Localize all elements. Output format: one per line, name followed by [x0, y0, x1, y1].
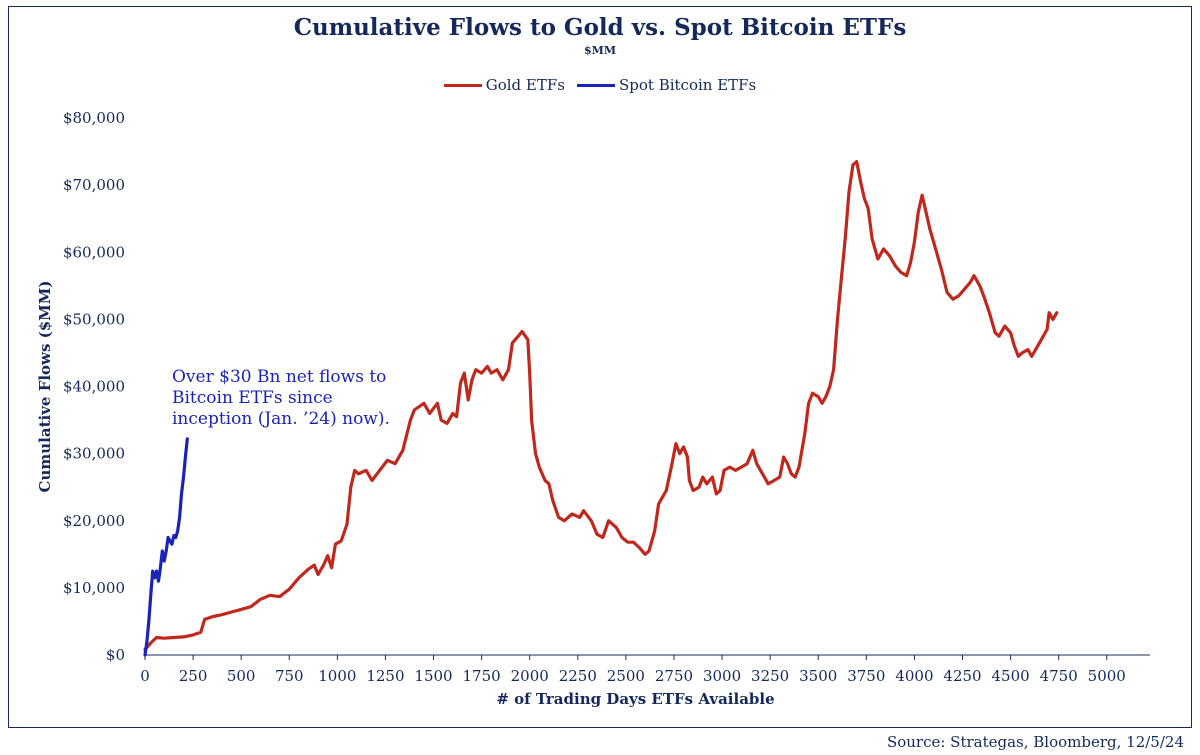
x-tick-label: 1250	[366, 667, 404, 685]
annotation-line: inception (Jan. ’24) now).	[172, 409, 390, 429]
y-tick-label: $40,000	[63, 378, 125, 396]
legend: Gold ETFs Spot Bitcoin ETFs	[0, 76, 1200, 94]
x-tick-label: 4750	[1040, 667, 1078, 685]
y-axis-ticks: $0 $10,000 $20,000 $30,000 $40,000 $50,000 $60…	[63, 109, 125, 664]
y-axis-label: Cumulative Flows ($MM)	[36, 281, 54, 493]
x-tick-label: 4000	[895, 667, 933, 685]
x-tick-label: 4500	[991, 667, 1029, 685]
source-note: Source: Strategas, Bloomberg, 12/5/24	[886, 733, 1184, 751]
legend-label-bitcoin: Spot Bitcoin ETFs	[618, 76, 757, 94]
legend-swatch-bitcoin	[576, 83, 615, 87]
y-tick-label: $60,000	[63, 243, 125, 261]
chart-frame	[8, 6, 1192, 728]
y-tick-label: $20,000	[63, 512, 125, 530]
x-tick-label: 1000	[318, 667, 356, 685]
x-tick-label: 3250	[751, 667, 789, 685]
annotation-line: Bitcoin ETFs since	[172, 388, 333, 408]
chart-subtitle: $MM	[583, 44, 616, 57]
x-tick-label: 750	[275, 667, 304, 685]
x-tick-label: 1750	[463, 667, 501, 685]
y-tick-label: $70,000	[63, 176, 125, 194]
chart-title: Cumulative Flows to Gold vs. Spot Bitcoi…	[293, 14, 907, 41]
x-tick-label: 0	[140, 667, 150, 685]
x-tick-label: 5000	[1088, 667, 1126, 685]
annotation-line: Over $30 Bn net flows to	[172, 367, 386, 387]
x-tick-label: 2500	[607, 667, 645, 685]
legend-item-gold: Gold ETFs	[443, 76, 565, 94]
x-tick-label: 250	[179, 667, 208, 685]
legend-label-gold: Gold ETFs	[485, 76, 565, 94]
series-layer	[143, 160, 1059, 657]
series-line-bitcoin	[143, 437, 189, 657]
x-tick-label: 2000	[511, 667, 549, 685]
x-tick-label: 1500	[414, 667, 452, 685]
x-axis-label: # of Trading Days ETFs Available	[496, 690, 774, 708]
y-tick-label: $80,000	[63, 109, 125, 127]
x-tick-label: 3750	[847, 667, 885, 685]
y-tick-label: $10,000	[63, 579, 125, 597]
x-axis-ticks: 0 250 500 750 1000 1250 1500 1750 2000 2250 2500 27…	[140, 655, 1126, 685]
x-tick-label: 2750	[655, 667, 693, 685]
y-tick-label: $0	[106, 646, 125, 664]
legend-item-bitcoin: Spot Bitcoin ETFs	[576, 76, 757, 94]
x-tick-label: 2250	[559, 667, 597, 685]
y-tick-label: $30,000	[63, 445, 125, 463]
legend-swatch-gold	[443, 83, 482, 87]
x-tick-label: 3500	[799, 667, 837, 685]
x-tick-label: 500	[227, 667, 256, 685]
x-tick-label: 3000	[703, 667, 741, 685]
y-tick-label: $50,000	[63, 310, 125, 328]
series-line-gold	[143, 160, 1059, 652]
x-tick-label: 4250	[943, 667, 981, 685]
